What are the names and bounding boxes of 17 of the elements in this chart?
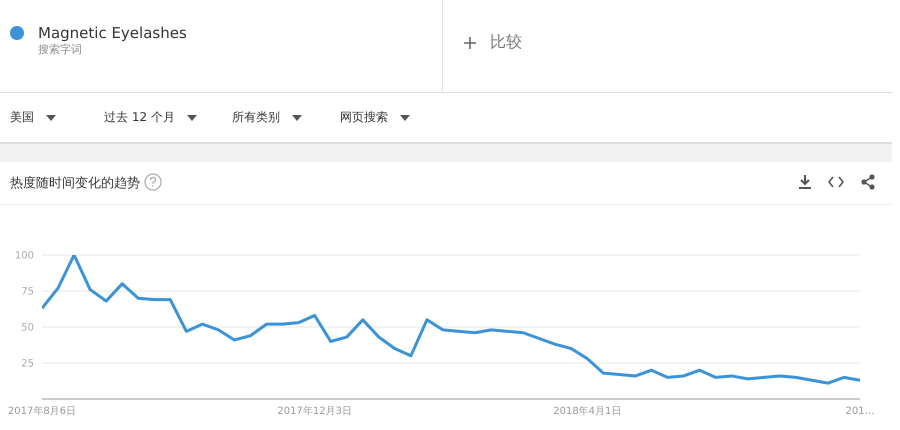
x-tick-label: 2018年4月1日 bbox=[553, 405, 622, 418]
line-series bbox=[42, 255, 860, 385]
y-tick-label: 25 bbox=[21, 358, 34, 370]
chart-title: 热度随时间变化的趋势 bbox=[10, 175, 140, 192]
x-tick-label: 2017年12月3日 bbox=[277, 405, 352, 418]
text: 过去 12 个月 bbox=[104, 109, 175, 126]
text: 网页搜索 bbox=[340, 109, 388, 126]
text: 比较 bbox=[490, 32, 522, 53]
y-tick-label: 75 bbox=[21, 286, 34, 298]
text: 所有类别 bbox=[232, 109, 280, 126]
text: 美国 bbox=[10, 109, 34, 126]
legend-label: Magnetic Eyelashes bbox=[38, 24, 187, 42]
y-tick-label: 100 bbox=[14, 250, 34, 262]
text: 搜索字词 bbox=[38, 42, 83, 57]
y-tick-label: 50 bbox=[21, 322, 34, 334]
x-tick-label: 201… bbox=[845, 406, 875, 418]
x-tick-label: 2017年8月6日 bbox=[8, 405, 76, 418]
